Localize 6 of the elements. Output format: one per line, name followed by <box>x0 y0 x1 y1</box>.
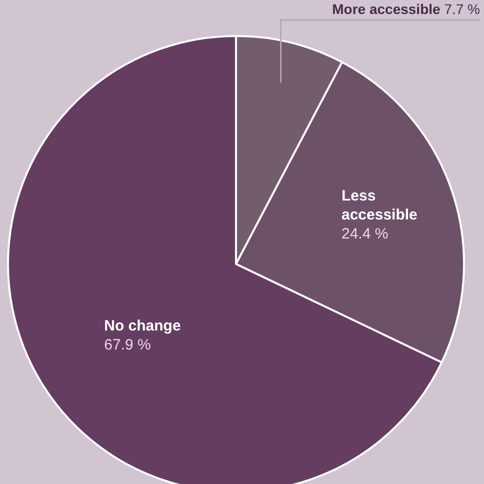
data-label: 24.4 % <box>342 225 388 242</box>
slice-label: More accessible <box>332 1 444 17</box>
data-label: 7.7 % <box>444 1 480 17</box>
data-label: 67.9 % <box>104 336 151 354</box>
slice-label: Less accessible <box>342 187 418 224</box>
slice-label: No change <box>104 318 181 335</box>
